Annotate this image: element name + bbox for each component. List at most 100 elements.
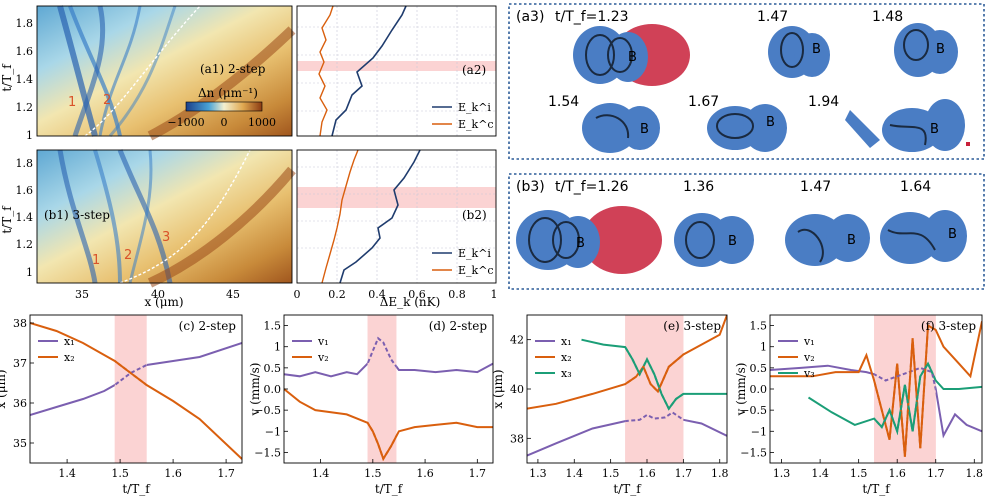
legend-entry: x₃: [561, 367, 572, 380]
panel-a3: (a3) t/T_f=1.23 1.47 1.48 1.54 1.67 1.94…: [508, 3, 985, 160]
b1-ytick: 1.8: [16, 157, 34, 170]
b3-frame: [508, 173, 985, 290]
y-tick-label: 0.5: [750, 362, 768, 375]
b2-xtick: 0.2: [328, 288, 346, 301]
legend-entry: x₂: [561, 351, 572, 364]
legend-entry: x₁: [561, 335, 572, 348]
a3-marker: B: [930, 122, 939, 137]
a1-ytick: 1.2: [16, 101, 34, 114]
y-tick-label: 0.0: [264, 383, 282, 396]
series-dashed-x₁: [114, 363, 147, 387]
x-tick-label: 1.4: [811, 467, 829, 480]
a2-legend-1: E_k^i: [458, 101, 491, 114]
x-tick-label: 1.3: [529, 467, 547, 480]
b3-label: (b3): [516, 179, 545, 195]
series-line-v₂: [770, 321, 982, 457]
y-axis-label: x (μm): [0, 369, 8, 408]
chart-title: (c) 2-step: [179, 319, 237, 333]
chart-e: 1.3 1.4 1.5 1.6 1.7 1.8 38 40 42 t/T_f x (μm) (e) 3…: [491, 314, 729, 496]
legend-entry: v₁: [803, 335, 815, 348]
a1-yticks: 1 1.2 1.4 1.6 1.8: [16, 17, 34, 142]
y-axis-label: x (μm): [491, 369, 505, 408]
series-line-v₂: [284, 388, 493, 462]
y-tick-label: −1.5: [740, 446, 767, 459]
chart-title: (d) 2-step: [429, 319, 488, 333]
b1-xtick: 45: [226, 288, 240, 301]
b2-xtick: 0: [294, 288, 301, 301]
y-tick-label: 40: [510, 383, 524, 396]
a3-time-6: 1.94: [808, 94, 839, 110]
b2-xlabel: ΔE_k (nK): [380, 295, 441, 309]
b2-xtick: 1: [491, 288, 498, 301]
a2-legend-2: E_k^c: [458, 118, 494, 131]
y-tick-label: 1: [760, 341, 767, 354]
x-tick-label: 1.5: [602, 467, 620, 480]
b2-xtick: 0.4: [368, 288, 386, 301]
y-tick-label: 1.5: [750, 320, 768, 333]
panel-b1: (b1) 3-step 1 2 3 1 1.2 1.4 1.6 1.8 t/T_…: [0, 149, 296, 309]
a1-ytick: 1.8: [16, 17, 34, 30]
y-tick-label: 35: [13, 437, 27, 450]
a3-label: (a3): [516, 9, 544, 25]
x-tick-label: 1.8: [966, 467, 984, 480]
a3-frame: [508, 3, 985, 160]
x-tick-label: 1.6: [164, 467, 182, 480]
b3-marker: B: [948, 227, 957, 242]
chart-d: 1.4 1.5 1.6 1.7 −1.5 −1 −0.5 0.0 0.5 1 1.5 t/T_f v (…: [248, 314, 494, 496]
series-dashed-x₁: [625, 411, 684, 423]
b1-yticks: 1 1.2 1.4 1.6 1.8: [16, 157, 34, 279]
b1-label: (b1) 3-step: [44, 208, 110, 222]
y-axis-label: v (mm/s): [248, 363, 262, 417]
a1-label: (a1) 2-step: [200, 62, 266, 76]
panel-a1: (a1) 2-step 1 2 Δn (μm⁻¹) −1000 0 1000 1…: [0, 5, 296, 142]
a3-snapshot-2: B: [768, 26, 830, 78]
chart-title: (e) 3-step: [663, 319, 721, 333]
a3-marker: B: [936, 42, 945, 57]
b3-marker: B: [728, 234, 737, 249]
x-tick-label: 1.8: [711, 467, 729, 480]
b1-xtick: 40: [151, 288, 165, 301]
b2-legend-2: E_k^c: [458, 264, 494, 277]
a3-snapshot-5: B: [707, 104, 787, 152]
axes-frame: [29, 314, 243, 464]
x-tick-label: 1.6: [888, 467, 906, 480]
chart-c: 1.4 1.5 1.6 1.7 35 36 37 38 t/T_f x (μm) (c) 2-ste…: [0, 314, 243, 496]
b2-label: (b2): [462, 208, 487, 222]
b1-annot-3: 3: [162, 230, 170, 245]
series-dashed-v₁: [874, 366, 936, 396]
a3-marker: B: [628, 50, 637, 65]
y-tick-label: 1.5: [264, 320, 282, 333]
x-axis-label: t/T_f: [613, 482, 642, 496]
y-tick-label: 42: [510, 334, 524, 347]
b1-ylabel: t/T_f: [0, 205, 14, 234]
series-line-x₃: [581, 338, 727, 411]
b1-ytick: 1: [26, 266, 33, 279]
b3-snapshot-1: B: [516, 206, 662, 274]
y-tick-label: −0.5: [740, 404, 767, 417]
a2-series-Eki: [331, 5, 407, 137]
b2-series-Ekc: [321, 149, 359, 284]
a3-marker: B: [812, 42, 821, 57]
y-tick-label: −1: [265, 425, 281, 438]
shade-mask: [114, 315, 147, 463]
a1-annot-1: 1: [68, 95, 76, 110]
x-tick-label: 1.7: [927, 467, 945, 480]
b3-marker: B: [576, 236, 585, 251]
x-tick-label: 1.4: [312, 467, 330, 480]
x-tick-label: 1.7: [469, 467, 487, 480]
b1-annot-1: 1: [92, 253, 100, 268]
a2-shade: [297, 61, 496, 71]
b1-annot-2: 2: [124, 248, 132, 263]
chart-f: 1.3 1.4 1.5 1.6 1.7 1.8 −1.5 −1 −0.5 0.0 0.5 1 1.5 t/…: [734, 314, 984, 496]
y-tick-label: 37: [13, 357, 27, 370]
y-tick-label: 36: [13, 397, 27, 410]
x-tick-label: 1.7: [217, 467, 235, 480]
legend-entry: v₃: [803, 367, 815, 380]
a3-time-5: 1.67: [688, 94, 719, 110]
legend-entry: x₁: [64, 335, 75, 348]
cbar-tick-1: −1000: [167, 116, 204, 129]
a3-marker: B: [766, 115, 775, 130]
a3-time-3: 1.48: [872, 9, 903, 25]
panel-b3: (b3) t/T_f=1.26 1.36 1.47 1.64 B B B: [508, 173, 985, 290]
